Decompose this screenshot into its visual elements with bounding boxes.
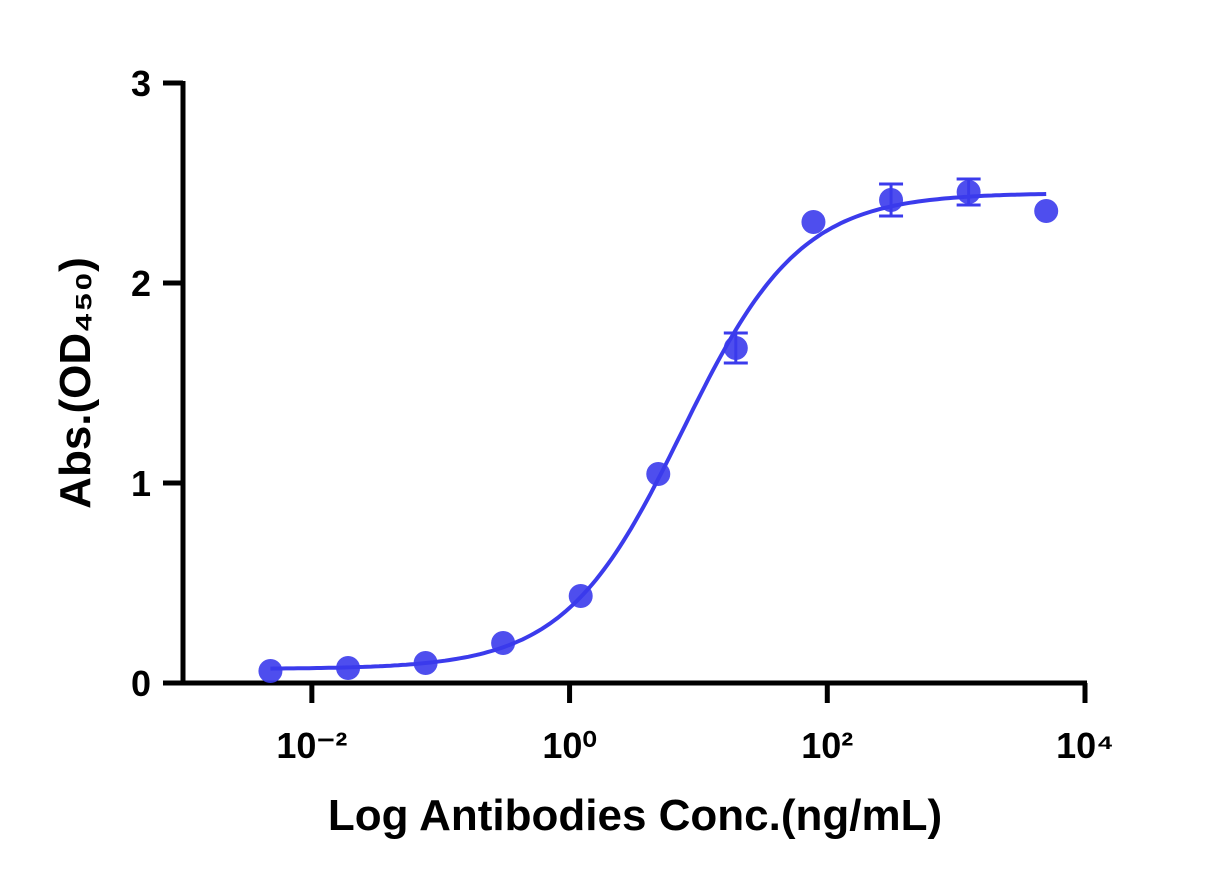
y-tick-label: 3 — [131, 63, 151, 104]
y-tick-label: 1 — [131, 463, 151, 504]
data-point — [956, 180, 981, 204]
data-point — [491, 631, 516, 655]
data-point — [258, 659, 283, 683]
data-point — [646, 462, 671, 486]
data-point — [336, 656, 361, 680]
y-tick-label: 2 — [131, 263, 151, 304]
data-point — [413, 651, 438, 675]
data-point — [879, 188, 904, 212]
x-tick-label: 10⁰ — [542, 725, 596, 766]
y-axis-title: Abs.(OD₄₅₀) — [51, 257, 100, 509]
y-tick-label: 0 — [131, 663, 151, 704]
x-tick-label: 10² — [801, 725, 853, 766]
x-axis-title: Log Antibodies Conc.(ng/mL) — [328, 791, 942, 840]
data-point — [723, 336, 748, 360]
x-tick-label: 10⁻² — [276, 725, 347, 766]
data-point — [1034, 199, 1059, 223]
x-tick-label: 10⁴ — [1056, 725, 1114, 766]
data-point — [801, 210, 826, 234]
data-point — [568, 584, 593, 608]
fit-curve — [270, 192, 1047, 671]
